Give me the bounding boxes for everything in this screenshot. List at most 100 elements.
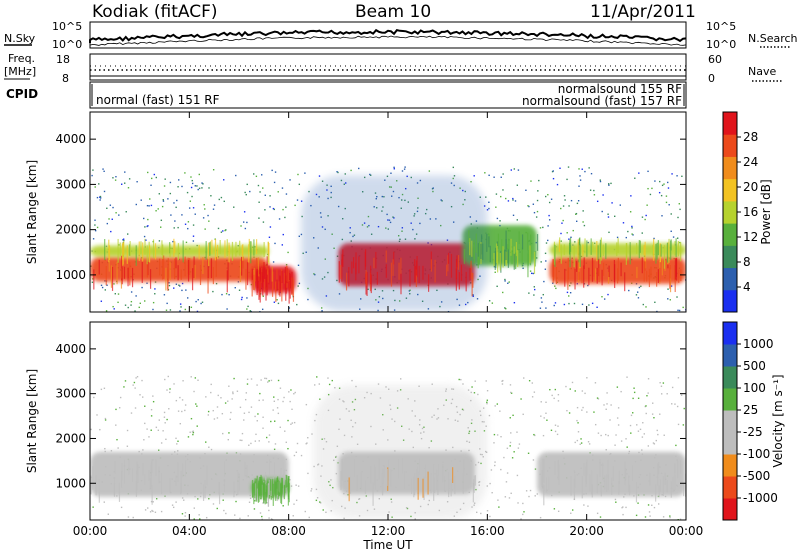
- speckle-point: [270, 379, 273, 382]
- speckle-point: [164, 422, 166, 424]
- power-streak: [161, 240, 163, 256]
- velocity-colorbar-tick-label: -500: [743, 469, 770, 483]
- speckle-point: [557, 425, 559, 427]
- speckle-point: [192, 207, 195, 209]
- speckle-point: [193, 390, 195, 393]
- speckle-point: [223, 179, 225, 181]
- speckle-point: [616, 386, 619, 388]
- speckle-point: [554, 388, 557, 391]
- speckle-point: [536, 199, 539, 202]
- speckle-point: [99, 196, 101, 198]
- speckle-point: [295, 499, 298, 502]
- velocity-streak: [452, 467, 454, 483]
- speckle-point: [269, 206, 271, 208]
- speckle-point: [277, 398, 279, 401]
- speckle-point: [587, 505, 589, 507]
- speckle-point: [228, 432, 230, 434]
- speckle-point: [239, 517, 241, 520]
- power-streak: [596, 267, 598, 284]
- speckle-point: [629, 211, 632, 213]
- power-streak: [574, 268, 576, 290]
- power-streak: [182, 240, 184, 263]
- speckle-point: [403, 168, 406, 170]
- power-streak: [256, 274, 258, 293]
- speckle-point: [640, 285, 642, 287]
- speckle-point: [608, 184, 610, 186]
- velocity-streak: [611, 477, 613, 495]
- speckle-point: [135, 203, 137, 206]
- speckle-point: [571, 381, 574, 384]
- power-streak: [211, 239, 213, 254]
- speckle-point: [207, 414, 210, 416]
- speckle-point: [241, 296, 243, 299]
- power-streak: [278, 281, 280, 296]
- speckle-point: [516, 219, 519, 221]
- speckle-point: [304, 172, 306, 174]
- velocity-streak: [589, 474, 591, 492]
- power-streak: [499, 253, 501, 271]
- speckle-point: [505, 481, 508, 483]
- speckle-point: [587, 284, 589, 287]
- speckle-point: [269, 195, 271, 197]
- speckle-point: [495, 206, 497, 208]
- speckle-point: [531, 396, 534, 398]
- speckle-point: [155, 176, 157, 179]
- speckle-point: [210, 383, 212, 386]
- cpid-mode-1: normal (fast) 151 RF: [96, 93, 220, 107]
- power-streak: [666, 242, 669, 263]
- power-streak: [254, 267, 256, 282]
- y-tick-label: 4000: [55, 342, 86, 356]
- speckle-point: [293, 454, 296, 457]
- speckle-point: [223, 509, 225, 512]
- speckle-point: [574, 441, 576, 444]
- speckle-point: [319, 502, 322, 504]
- power-streak: [475, 233, 477, 253]
- speckle-point: [130, 300, 133, 303]
- velocity-streak: [131, 468, 134, 483]
- speckle-point: [590, 172, 593, 175]
- speckle-point: [654, 180, 656, 182]
- velocity-streak: [658, 485, 660, 498]
- power-streak: [674, 258, 677, 280]
- speckle-point: [574, 390, 576, 392]
- speckle-point: [570, 199, 573, 202]
- speckle-point: [390, 172, 392, 174]
- power-streak: [259, 274, 261, 298]
- power-streak: [123, 266, 126, 279]
- power-streak: [656, 242, 658, 260]
- speckle-point: [277, 191, 279, 193]
- speckle-point: [614, 444, 616, 446]
- speckle-point: [677, 423, 680, 426]
- speckle-point: [486, 510, 489, 512]
- y-tick-label: 4000: [55, 132, 86, 146]
- speckle-point: [527, 205, 529, 207]
- speckle-point: [510, 432, 512, 434]
- speckle-point: [268, 517, 270, 519]
- speckle-point: [138, 450, 140, 453]
- speckle-point: [620, 390, 622, 393]
- power-streak: [370, 274, 372, 294]
- speckle-point: [611, 202, 613, 204]
- speckle-point: [115, 408, 117, 411]
- speckle-point: [273, 396, 275, 398]
- speckle-point: [116, 438, 118, 441]
- speckle-point: [512, 214, 515, 217]
- speckle-point: [294, 204, 296, 207]
- velocity-streak: [258, 480, 260, 502]
- power-colorbar-label: Power [dB]: [759, 179, 773, 244]
- velocity-colorbar-swatch: [723, 454, 737, 477]
- velocity-streak: [348, 477, 350, 502]
- speckle-point: [453, 175, 456, 177]
- speckle-point: [630, 432, 632, 434]
- speckle-point: [660, 385, 663, 387]
- speckle-point: [534, 288, 536, 291]
- speckle-point: [262, 295, 264, 297]
- speckle-point: [659, 180, 661, 183]
- speckle-point: [187, 227, 189, 230]
- velocity-streak: [95, 475, 97, 496]
- speckle-point: [115, 424, 117, 426]
- speckle-point: [161, 205, 164, 208]
- velocity-streak: [252, 483, 254, 498]
- power-streak: [123, 241, 125, 256]
- speckle-point: [228, 293, 230, 296]
